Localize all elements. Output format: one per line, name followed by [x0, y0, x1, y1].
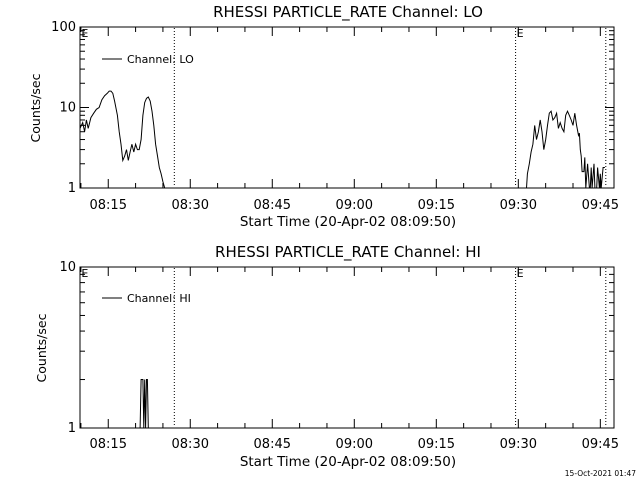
legend-label: Channel: LO — [127, 53, 194, 66]
y-tick-label: 100 — [51, 20, 76, 35]
y-tick-label: 10 — [59, 260, 76, 275]
annotation-label: E — [517, 27, 524, 40]
x-tick-label: 09:15 — [418, 198, 455, 213]
series-line — [79, 90, 605, 189]
x-tick-label: 09:30 — [500, 437, 537, 452]
y-axis-label: Counts/sec — [34, 313, 49, 382]
x-tick-label: 08:45 — [254, 437, 291, 452]
y-tick-labels: 1 10 100 — [51, 20, 76, 196]
axis-ticks — [80, 26, 614, 189]
plot-area — [79, 266, 615, 429]
legend: Channel: HI — [102, 292, 191, 305]
x-tick-label: 09:45 — [582, 198, 619, 213]
x-tick-labels: 08:15 08:30 08:45 09:00 09:15 09:30 09:45 — [90, 198, 620, 213]
x-tick-label: 08:15 — [90, 437, 127, 452]
x-tick-label: 09:00 — [336, 198, 373, 213]
annotation-label: E — [81, 267, 88, 280]
x-tick-label: 09:30 — [500, 198, 537, 213]
y-axis-label: Counts/sec — [28, 73, 43, 142]
x-tick-label: 08:30 — [172, 437, 209, 452]
x-tick-label: 09:00 — [336, 437, 373, 452]
y-tick-label: 10 — [59, 101, 76, 116]
y-tick-label: 1 — [68, 181, 76, 196]
legend: Channel: LO — [102, 53, 194, 66]
axis-ticks — [80, 266, 614, 429]
timestamp: 15-Oct-2021 01:47 — [565, 469, 636, 478]
series-group — [79, 90, 605, 189]
y-tick-label: 1 — [68, 421, 76, 436]
panel-hi: RHESSI PARTICLE_RATE Channel: HI Counts/… — [34, 243, 619, 470]
series-line — [139, 379, 150, 429]
x-tick-label: 08:30 — [172, 198, 209, 213]
annotation-label: E — [81, 27, 88, 40]
panel-lo: RHESSI PARTICLE_RATE Channel: LO Counts/… — [28, 3, 619, 230]
x-tick-label: 09:15 — [418, 437, 455, 452]
chart-title: RHESSI PARTICLE_RATE Channel: LO — [213, 3, 483, 22]
y-tick-labels: 1 10 — [59, 260, 76, 436]
legend-label: Channel: HI — [127, 292, 191, 305]
chart-title: RHESSI PARTICLE_RATE Channel: HI — [215, 243, 481, 262]
x-tick-label: 08:15 — [90, 198, 127, 213]
annotation-label: E — [517, 267, 524, 280]
x-tick-label: 09:45 — [582, 437, 619, 452]
series-group — [139, 379, 150, 429]
x-axis-label: Start Time (20-Apr-02 08:09:50) — [240, 214, 456, 230]
x-axis-label: Start Time (20-Apr-02 08:09:50) — [240, 454, 456, 470]
x-tick-label: 08:45 — [254, 198, 291, 213]
x-tick-labels: 08:15 08:30 08:45 09:00 09:15 09:30 09:45 — [90, 437, 620, 452]
